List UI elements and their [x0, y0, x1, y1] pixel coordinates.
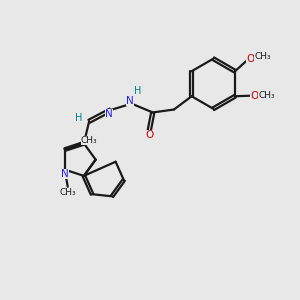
Text: N: N [105, 109, 113, 119]
Text: CH₃: CH₃ [81, 136, 97, 145]
Text: CH₃: CH₃ [254, 52, 271, 61]
Text: H: H [134, 86, 141, 96]
Text: CH₃: CH₃ [258, 91, 275, 100]
Text: N: N [61, 169, 69, 179]
Text: O: O [246, 54, 254, 64]
Text: O: O [145, 130, 153, 140]
Text: H: H [75, 113, 82, 123]
Text: N: N [126, 96, 134, 106]
Text: CH₃: CH₃ [60, 188, 76, 197]
Text: O: O [250, 91, 258, 101]
